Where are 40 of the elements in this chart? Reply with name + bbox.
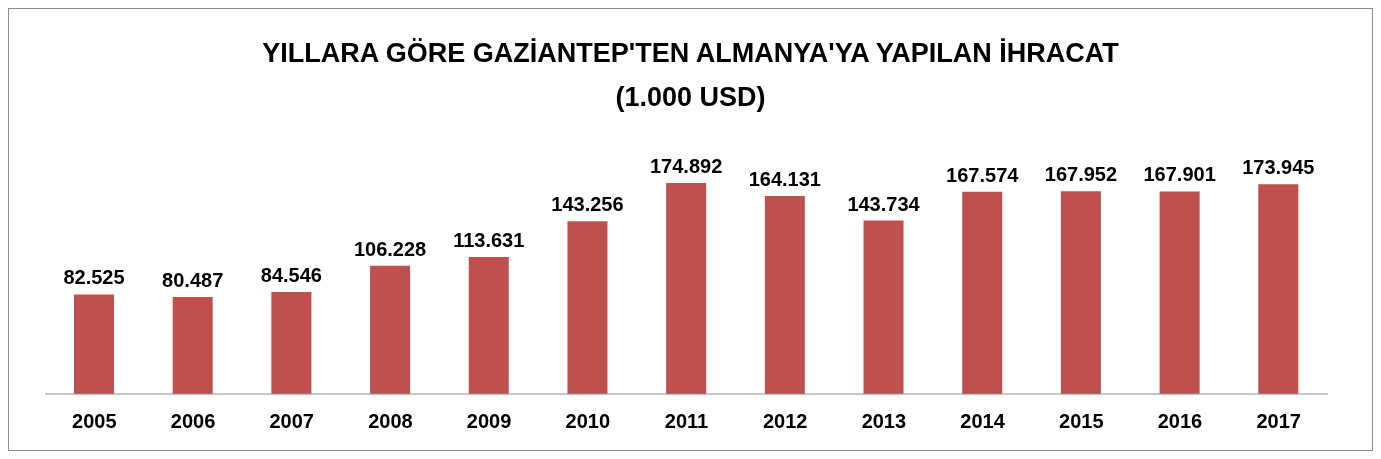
- x-tick-label: 2005: [72, 410, 117, 433]
- x-tick-label: 2008: [368, 410, 413, 433]
- bar: [1060, 191, 1101, 394]
- x-tick-label: 2015: [1059, 410, 1104, 433]
- data-label: 164.131: [748, 167, 821, 190]
- bar: [271, 292, 312, 394]
- x-tick-label: 2016: [1157, 410, 1203, 433]
- bar: [666, 183, 707, 394]
- data-label: 143.734: [847, 192, 921, 215]
- data-label: 113.631: [453, 228, 525, 251]
- bar: [567, 221, 608, 394]
- x-tick-label: 2006: [170, 410, 216, 433]
- x-tick-label: 2007: [269, 410, 314, 433]
- bar: [468, 256, 509, 394]
- data-label: 143.256: [551, 193, 624, 216]
- data-label: 106.228: [353, 237, 427, 260]
- data-label: 167.574: [946, 163, 1020, 186]
- data-label: 167.901: [1143, 163, 1216, 186]
- bar: [370, 265, 411, 394]
- bar: [74, 294, 114, 394]
- x-tick-label: 2011: [664, 410, 709, 433]
- data-label: 82.525: [63, 266, 125, 289]
- data-label: 84.546: [260, 264, 322, 286]
- data-label: 80.487: [162, 268, 224, 291]
- x-tick-label: 2013: [861, 410, 907, 433]
- bar: [962, 191, 1003, 394]
- x-tick-label: 2010: [565, 410, 611, 433]
- data-label: 174.892: [650, 155, 723, 177]
- x-tick-label: 2017: [1256, 410, 1301, 433]
- data-label: 167.952: [1044, 163, 1118, 186]
- bar: [863, 220, 904, 394]
- data-label: 173.945: [1242, 156, 1315, 179]
- bar: [764, 195, 805, 394]
- chart-title: YILLARA GÖRE GAZİANTEP'TEN ALMANYA'YA YAPILAN İHRACAT (1.000 USD): [261, 37, 1120, 114]
- x-tick-label: 2012: [762, 410, 808, 433]
- bar: [1258, 184, 1299, 394]
- x-tick-label: 2014: [960, 410, 1006, 433]
- bar: [172, 296, 213, 394]
- bar: [1159, 191, 1200, 394]
- x-tick-label: 2009: [466, 410, 512, 433]
